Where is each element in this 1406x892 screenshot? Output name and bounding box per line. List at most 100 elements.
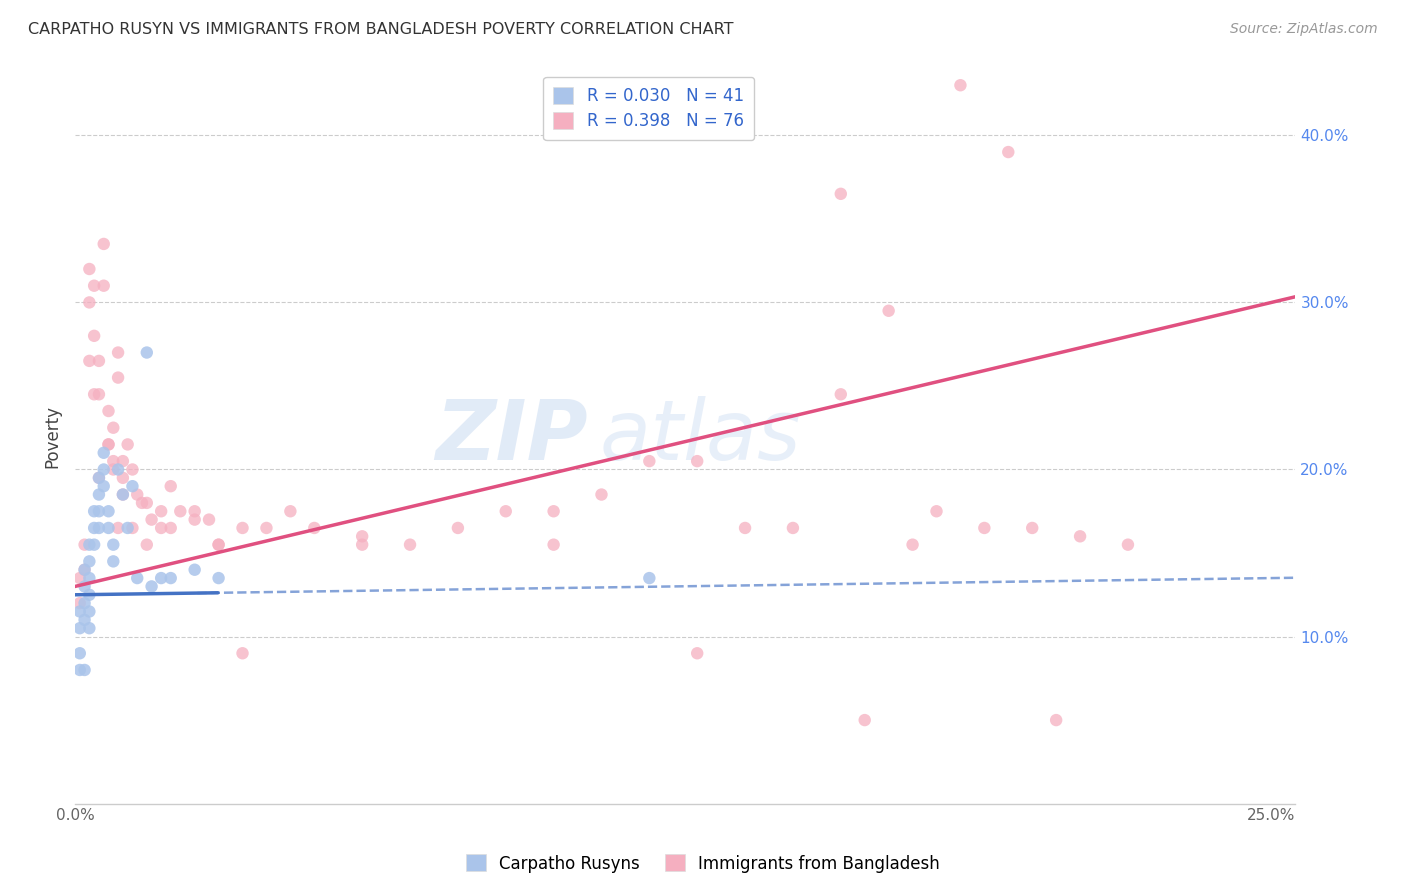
Point — [73, 663, 96, 677]
Point — [150, 504, 173, 518]
Point — [1045, 713, 1067, 727]
Point — [543, 504, 565, 518]
Point — [159, 479, 181, 493]
Point — [352, 538, 374, 552]
Point — [638, 571, 661, 585]
Point — [901, 538, 924, 552]
Point — [135, 345, 157, 359]
Point — [97, 404, 120, 418]
Point — [103, 554, 125, 568]
Point — [1069, 529, 1091, 543]
Point — [447, 521, 470, 535]
Point — [93, 278, 115, 293]
Point — [111, 487, 134, 501]
Point — [103, 454, 125, 468]
Point — [69, 571, 91, 585]
Point — [79, 538, 101, 552]
Point — [131, 496, 153, 510]
Point — [231, 646, 253, 660]
Point — [183, 504, 205, 518]
Point — [207, 571, 229, 585]
Point — [280, 504, 302, 518]
Point — [830, 186, 852, 201]
Point — [141, 579, 163, 593]
Point — [127, 571, 149, 585]
Point — [73, 613, 96, 627]
Point — [782, 521, 804, 535]
Point — [231, 521, 253, 535]
Point — [97, 437, 120, 451]
Point — [103, 538, 125, 552]
Point — [638, 454, 661, 468]
Point — [73, 563, 96, 577]
Text: CARPATHO RUSYN VS IMMIGRANTS FROM BANGLADESH POVERTY CORRELATION CHART: CARPATHO RUSYN VS IMMIGRANTS FROM BANGLA… — [28, 22, 734, 37]
Point — [135, 538, 157, 552]
Point — [111, 454, 134, 468]
Point — [93, 236, 115, 251]
Point — [79, 605, 101, 619]
Point — [159, 571, 181, 585]
Point — [103, 462, 125, 476]
Point — [79, 621, 101, 635]
Point — [495, 504, 517, 518]
Point — [135, 496, 157, 510]
Point — [853, 713, 876, 727]
Point — [73, 596, 96, 610]
Point — [117, 521, 139, 535]
Point — [198, 513, 221, 527]
Point — [69, 605, 91, 619]
Point — [183, 513, 205, 527]
Point — [83, 328, 105, 343]
Point — [399, 538, 422, 552]
Point — [87, 487, 110, 501]
Point — [111, 487, 134, 501]
Point — [121, 479, 143, 493]
Point — [97, 437, 120, 451]
Point — [127, 487, 149, 501]
Text: ZIP: ZIP — [434, 395, 588, 476]
Point — [79, 588, 101, 602]
Point — [73, 538, 96, 552]
Point — [87, 521, 110, 535]
Point — [83, 521, 105, 535]
Point — [207, 538, 229, 552]
Legend: Carpatho Rusyns, Immigrants from Bangladesh: Carpatho Rusyns, Immigrants from Banglad… — [460, 847, 946, 880]
Point — [83, 387, 105, 401]
Point — [83, 538, 105, 552]
Point — [97, 504, 120, 518]
Point — [121, 462, 143, 476]
Point — [73, 563, 96, 577]
Point — [591, 487, 613, 501]
Point — [183, 563, 205, 577]
Point — [79, 354, 101, 368]
Point — [93, 479, 115, 493]
Point — [79, 295, 101, 310]
Point — [997, 145, 1019, 159]
Point — [79, 571, 101, 585]
Point — [1116, 538, 1139, 552]
Point — [159, 521, 181, 535]
Point — [256, 521, 278, 535]
Point — [87, 504, 110, 518]
Point — [87, 387, 110, 401]
Point — [169, 504, 191, 518]
Point — [949, 78, 972, 93]
Point — [97, 521, 120, 535]
Point — [121, 521, 143, 535]
Point — [543, 538, 565, 552]
Point — [117, 437, 139, 451]
Point — [69, 663, 91, 677]
Y-axis label: Poverty: Poverty — [44, 405, 60, 467]
Text: Source: ZipAtlas.com: Source: ZipAtlas.com — [1230, 22, 1378, 37]
Point — [304, 521, 326, 535]
Point — [734, 521, 756, 535]
Point — [83, 278, 105, 293]
Point — [150, 571, 173, 585]
Point — [877, 303, 900, 318]
Point — [73, 579, 96, 593]
Point — [93, 462, 115, 476]
Point — [925, 504, 948, 518]
Point — [107, 345, 129, 359]
Legend: R = 0.030   N = 41, R = 0.398   N = 76: R = 0.030 N = 41, R = 0.398 N = 76 — [543, 77, 754, 140]
Text: atlas: atlas — [600, 395, 801, 476]
